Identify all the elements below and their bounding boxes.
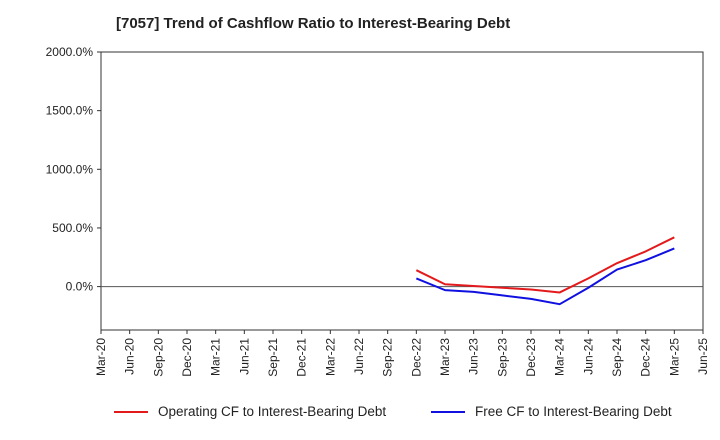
x-tick-label: Jun-22 bbox=[352, 338, 366, 375]
y-tick-label: 500.0% bbox=[52, 221, 93, 235]
x-tick-label: Jun-24 bbox=[581, 338, 595, 375]
x-tick-label: Mar-24 bbox=[553, 338, 567, 376]
legend-label-free-cf: Free CF to Interest-Bearing Debt bbox=[475, 404, 672, 419]
x-tick-label: Jun-25 bbox=[696, 338, 710, 375]
x-tick-label: Sep-21 bbox=[266, 338, 280, 377]
series-lines bbox=[415, 236, 675, 306]
x-tick-label: Dec-21 bbox=[295, 338, 309, 377]
legend-swatch-operating-cf bbox=[114, 410, 148, 413]
x-tick-label: Mar-23 bbox=[438, 338, 452, 376]
y-tick-label: 1000.0% bbox=[46, 162, 94, 176]
x-tick-label: Dec-22 bbox=[409, 338, 423, 377]
series-line-operating-cf bbox=[415, 236, 675, 294]
x-tick-labels: Mar-20 Jun-20 Sep-20 Dec-20 Mar-21 Jun-21 Sep-… bbox=[94, 338, 710, 377]
legend-item-free-cf: Free CF to Interest-Bearing Debt bbox=[431, 404, 672, 419]
legend-item-operating-cf: Operating CF to Interest-Bearing Debt bbox=[114, 404, 386, 419]
x-tick-label: Sep-24 bbox=[610, 338, 624, 377]
x-tick-label: Dec-20 bbox=[180, 338, 194, 377]
x-tick-label: Mar-25 bbox=[667, 338, 681, 376]
y-tick-labels: 0.0% 500.0% 1000.0% 1500.0% 2000.0% bbox=[46, 45, 94, 294]
x-tick-label: Jun-23 bbox=[467, 338, 481, 375]
x-tick-label: Dec-24 bbox=[639, 338, 653, 377]
x-tick-label: Mar-20 bbox=[94, 338, 108, 376]
plot-frame bbox=[100, 51, 704, 331]
chart-title: [7057] Trend of Cashflow Ratio to Intere… bbox=[116, 15, 511, 32]
x-tick-label: Jun-20 bbox=[123, 338, 137, 375]
x-tick-label: Sep-20 bbox=[151, 338, 165, 377]
series-line-free-cf bbox=[415, 247, 675, 306]
y-tick-label: 1500.0% bbox=[46, 104, 94, 118]
y-tick-label: 0.0% bbox=[66, 280, 94, 294]
legend-label-operating-cf: Operating CF to Interest-Bearing Debt bbox=[158, 404, 387, 419]
x-tick-label: Sep-22 bbox=[381, 338, 395, 377]
x-tick-label: Dec-23 bbox=[524, 338, 538, 377]
x-tick-label: Mar-22 bbox=[323, 338, 337, 376]
axes bbox=[97, 51, 704, 334]
x-tick-label: Mar-21 bbox=[209, 338, 223, 376]
y-tick-label: 2000.0% bbox=[46, 45, 94, 59]
x-tick-label: Jun-21 bbox=[237, 338, 251, 375]
x-tick-label: Sep-23 bbox=[495, 338, 509, 377]
legend-swatch-free-cf bbox=[431, 410, 465, 413]
